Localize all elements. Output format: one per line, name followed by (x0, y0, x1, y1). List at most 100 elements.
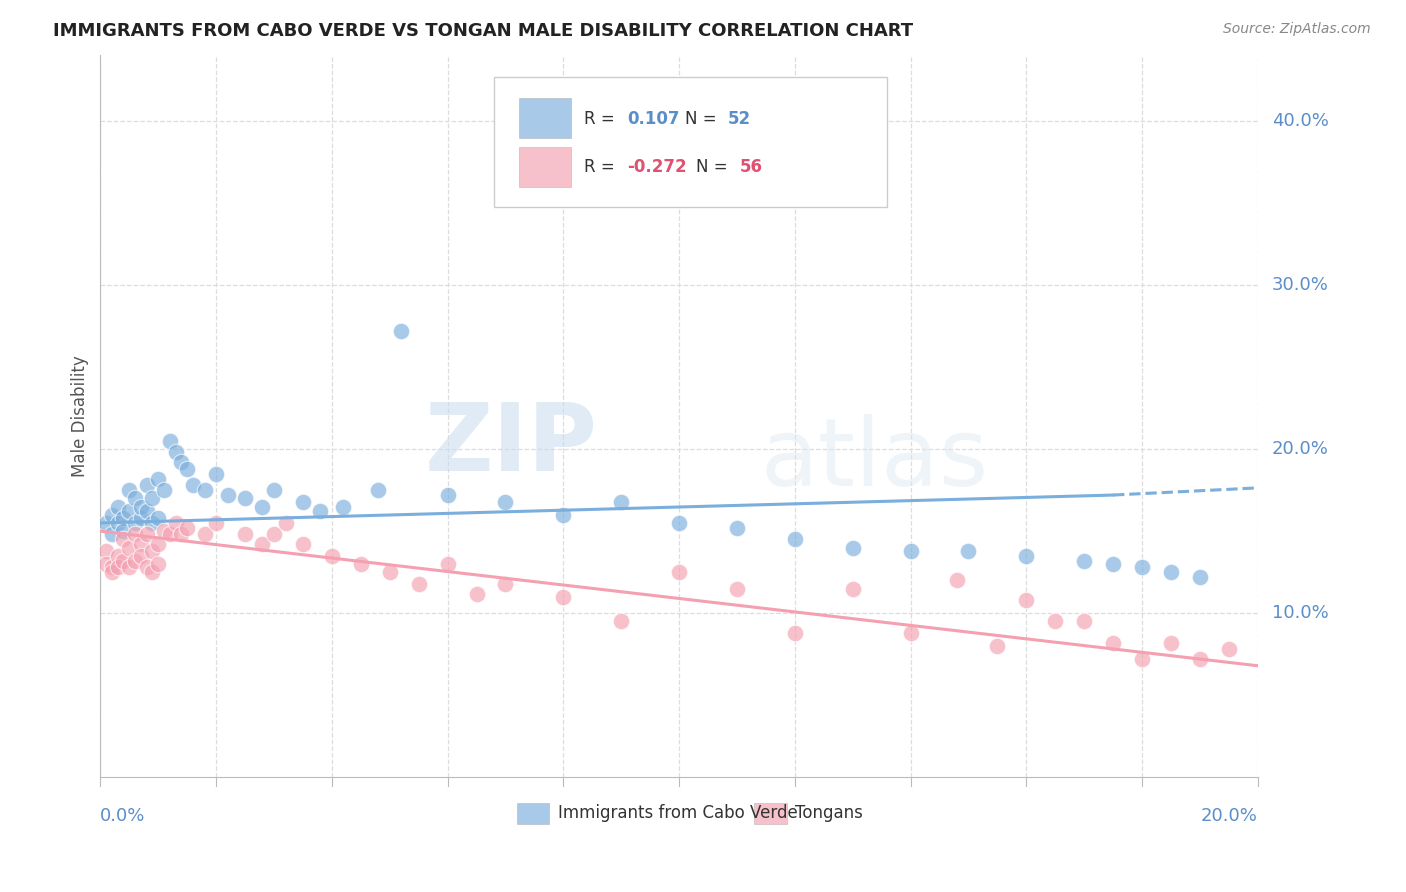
Text: Tongans: Tongans (794, 805, 863, 822)
Point (107, 516, 129, 530)
Point (900, 626, 922, 640)
Point (107, 560, 129, 574)
Point (141, 565, 163, 579)
Point (1218, 642, 1240, 657)
Point (101, 527, 124, 541)
Point (141, 491, 163, 506)
Point (252, 537, 274, 551)
Point (1015, 593, 1038, 607)
Point (141, 544, 163, 558)
Point (350, 557, 373, 571)
Point (233, 527, 256, 541)
Point (129, 537, 152, 551)
Point (436, 488, 458, 502)
Point (112, 524, 135, 538)
FancyBboxPatch shape (519, 98, 571, 138)
Point (668, 516, 690, 530)
Point (1130, 560, 1153, 574)
Point (389, 324, 412, 338)
Point (181, 478, 204, 492)
Point (494, 576, 516, 591)
Point (553, 508, 575, 522)
Point (668, 565, 690, 579)
Point (94, 557, 117, 571)
Point (1130, 652, 1153, 666)
Point (252, 500, 274, 514)
Text: -0.272: -0.272 (627, 158, 686, 176)
Point (332, 500, 354, 514)
Point (367, 483, 389, 497)
Point (783, 533, 806, 547)
Point (101, 565, 124, 579)
Point (610, 615, 633, 629)
Point (118, 483, 141, 497)
Point (129, 500, 152, 514)
Point (610, 494, 633, 508)
Point (135, 560, 157, 574)
Text: atlas: atlas (761, 414, 988, 506)
Point (118, 560, 141, 574)
Point (165, 516, 187, 530)
Point (141, 516, 163, 530)
Point (1073, 615, 1095, 629)
Point (309, 504, 332, 518)
Point (263, 483, 285, 497)
Text: 20.0%: 20.0% (1271, 440, 1329, 458)
Text: 52: 52 (728, 110, 751, 128)
Point (1160, 636, 1182, 650)
Point (274, 516, 297, 530)
Point (112, 554, 135, 568)
Point (118, 504, 141, 518)
Point (101, 560, 124, 574)
Point (725, 582, 748, 596)
Point (205, 516, 228, 530)
Point (176, 521, 198, 535)
Point (124, 516, 146, 530)
Point (135, 527, 157, 541)
Point (112, 511, 135, 525)
Text: R =: R = (583, 110, 620, 128)
Point (1102, 636, 1125, 650)
Point (494, 494, 516, 508)
Point (986, 639, 1008, 653)
Point (263, 527, 285, 541)
Point (94, 544, 117, 558)
Point (900, 544, 922, 558)
Point (321, 549, 343, 563)
Y-axis label: Male Disability: Male Disability (72, 355, 89, 477)
Point (946, 574, 969, 588)
Point (725, 521, 748, 535)
Text: 56: 56 (740, 158, 762, 176)
Point (291, 494, 314, 508)
Point (159, 434, 181, 448)
Point (101, 508, 124, 522)
Point (153, 524, 176, 538)
Point (107, 549, 129, 563)
Point (124, 527, 146, 541)
Point (124, 554, 146, 568)
Point (841, 541, 863, 555)
Text: Immigrants from Cabo Verde: Immigrants from Cabo Verde (558, 805, 797, 822)
Point (148, 511, 170, 525)
Point (129, 549, 152, 563)
Point (118, 541, 141, 555)
Point (176, 462, 198, 476)
Point (378, 565, 401, 579)
Text: 40.0%: 40.0% (1271, 112, 1329, 130)
Point (783, 626, 806, 640)
Point (841, 582, 863, 596)
Text: Source: ZipAtlas.com: Source: ZipAtlas.com (1223, 22, 1371, 37)
Point (107, 500, 129, 514)
Point (153, 483, 176, 497)
Point (148, 557, 170, 571)
Point (135, 478, 157, 492)
Point (1188, 570, 1211, 584)
FancyBboxPatch shape (517, 803, 550, 824)
Point (291, 537, 314, 551)
FancyBboxPatch shape (754, 803, 787, 824)
Point (193, 527, 215, 541)
Point (112, 533, 135, 547)
Text: 30.0%: 30.0% (1271, 276, 1329, 294)
Point (553, 590, 575, 604)
Text: R =: R = (583, 158, 620, 176)
